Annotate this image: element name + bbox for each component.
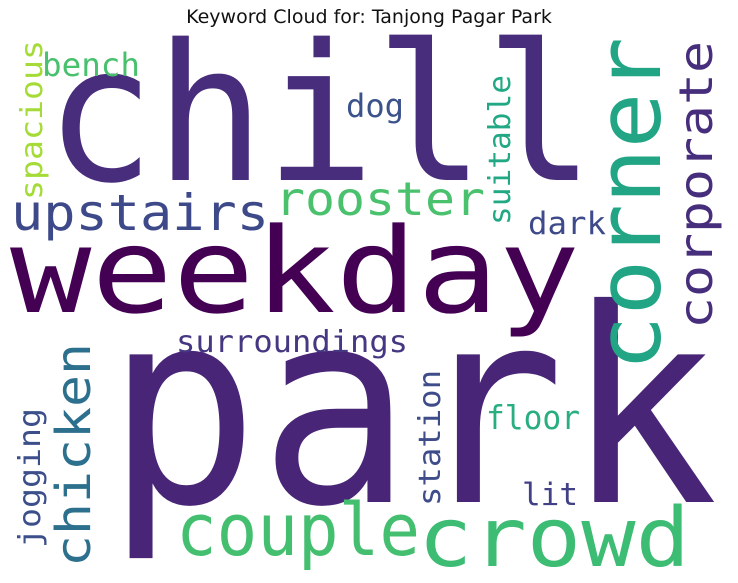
word-couple: couple xyxy=(176,488,420,572)
word-corner: corner xyxy=(578,37,681,371)
word-dark: dark xyxy=(528,206,606,242)
word-dog: dog xyxy=(346,87,404,125)
word-jogging: jogging xyxy=(13,408,48,548)
word-crowd: crowd xyxy=(418,491,690,583)
word-chicken: chicken xyxy=(46,343,102,567)
word-lit: lit xyxy=(522,477,578,513)
word-surroundings: surroundings xyxy=(176,325,408,360)
chart-title: Keyword Cloud for: Tanjong Pagar Park xyxy=(186,6,552,28)
word-spacious: spacious xyxy=(15,40,50,200)
word-corporate: corporate xyxy=(669,41,723,329)
word-weekday: weekday xyxy=(10,202,580,340)
word-bench: bench xyxy=(42,46,140,84)
word-floor: floor xyxy=(486,398,580,437)
word-upstairs: upstairs xyxy=(11,184,269,242)
word-chill: chill xyxy=(45,4,595,225)
word-park: park xyxy=(106,251,718,566)
word-rooster: rooster xyxy=(275,172,485,226)
word-station: station xyxy=(413,370,448,506)
word-suitable: suitable xyxy=(483,75,518,225)
